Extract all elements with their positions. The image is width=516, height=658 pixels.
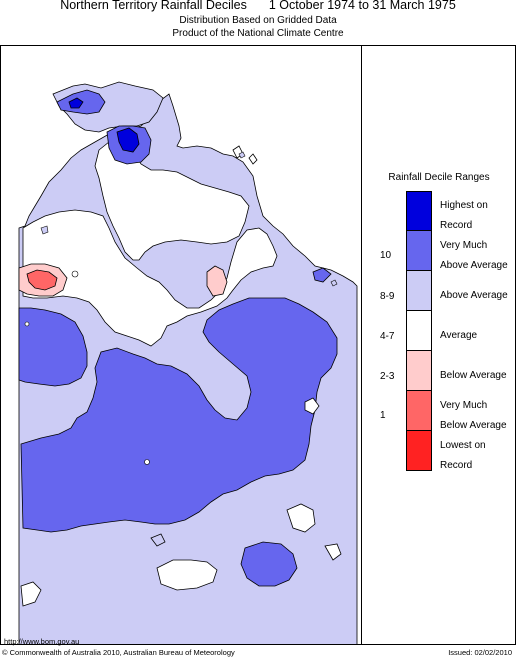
coastal-island-1 [40, 225, 49, 235]
legend-label-very-much-below-average: Very Much Below Average [440, 400, 507, 431]
legend-decile-8-9: 8-9 [380, 291, 395, 302]
legend-swatch-lowest-on-record [406, 431, 432, 471]
legend-label-above-average: Above Average [440, 290, 508, 301]
legend-swatch-average [406, 311, 432, 351]
legend-label-lowest-on-record: Lowest on Record [440, 440, 486, 471]
average-region-far-southeast [324, 543, 342, 561]
legend-label-highest-on-record: Highest on Record [440, 200, 488, 231]
highest-on-record-region-top [116, 127, 140, 153]
very-much-above-average-region-west [18, 307, 88, 387]
below-average-region-central [206, 265, 228, 297]
copyright-notice: © Commonwealth of Australia 2010, Austra… [2, 648, 235, 657]
rainfall-decile-map [18, 81, 358, 644]
legend-swatch-very-much-above-average [406, 231, 432, 271]
legend-decile-2-3: 2-3 [380, 371, 395, 382]
legend-swatch-above-average [406, 271, 432, 311]
small-average-cell-3 [24, 321, 30, 327]
very-much-above-average-region-southeast [240, 541, 298, 587]
legend-panel: Rainfall Decile Ranges Highest on Record … [362, 45, 516, 645]
small-average-cell-2 [144, 459, 150, 465]
very-much-below-average-region-west [26, 269, 58, 291]
legend-title: Rainfall Decile Ranges [388, 172, 490, 183]
legend-label-average: Average [440, 330, 478, 341]
map-title: Northern Territory Rainfall Deciles 1 Oct… [0, 0, 516, 12]
legend-swatch-very-much-below-average [406, 391, 432, 431]
legend-label-very-much-above-average: Very Much Above Average [440, 240, 508, 271]
legend-decile-10: 10 [380, 250, 392, 261]
coastal-island-2 [238, 151, 246, 159]
very-much-above-average-region-south [20, 297, 338, 533]
average-region-top-end [94, 141, 250, 261]
average-region-east [304, 397, 320, 415]
average-region-south [156, 559, 218, 591]
coastal-island-3 [330, 279, 338, 287]
small-average-cell-1 [71, 270, 79, 278]
legend-decile-1: 1 [380, 410, 386, 421]
highest-on-record-region-arnhem [68, 97, 84, 109]
legend-swatch-highest-on-record [406, 191, 432, 231]
subtitle-distribution: Distribution Based on Gridded Data [179, 15, 337, 26]
map-panel [0, 45, 362, 645]
average-region-southwest [20, 581, 42, 607]
map-title-period: 1 October 1974 to 31 March 1975 [268, 0, 456, 12]
average-region-central-north [22, 209, 278, 347]
above-average-region-south-island [150, 533, 166, 547]
source-url-link[interactable]: http://www.bom.gov.au [4, 637, 80, 646]
legend-label-below-average: Below Average [440, 370, 507, 381]
legend-decile-4-7: 4-7 [380, 331, 395, 342]
issued-date: Issued: 02/02/2010 [448, 648, 512, 657]
map-title-region: Northern Territory Rainfall Deciles [60, 0, 247, 12]
very-much-above-average-region-east-coast [312, 267, 332, 283]
average-region-southeast [286, 503, 316, 533]
subtitle-product: Product of the National Climate Centre [172, 28, 344, 39]
legend-swatch-below-average [406, 351, 432, 391]
